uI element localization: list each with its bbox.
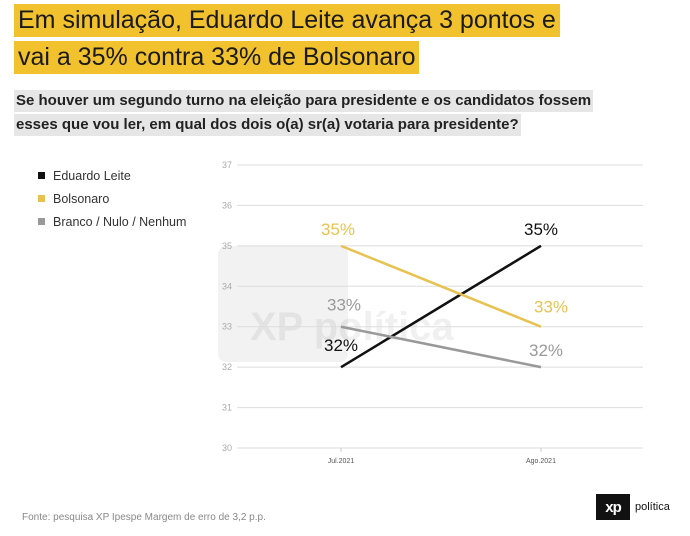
data-label: 32% xyxy=(529,341,563,360)
legend-swatch-leite xyxy=(38,172,45,179)
y-tick-label: 32 xyxy=(222,362,232,372)
headline: Em simulação, Eduardo Leite avança 3 pon… xyxy=(14,4,614,78)
legend-swatch-bolsonaro xyxy=(38,195,45,202)
x-tick-label: Jul.2021 xyxy=(328,458,355,465)
y-tick-label: 35 xyxy=(222,241,232,251)
y-tick-label: 31 xyxy=(222,403,232,413)
data-label: 33% xyxy=(534,298,568,317)
question-line-1: Se houver um segundo turno na eleição pa… xyxy=(14,90,594,112)
data-label: 35% xyxy=(321,220,355,239)
watermark-logo-box xyxy=(218,246,348,362)
legend-swatch-branco xyxy=(38,218,45,225)
xp-logo-mark: xp xyxy=(596,494,630,520)
legend-item-branco: Branco / Nulo / Nenhum xyxy=(38,210,186,233)
headline-line-1: Em simulação, Eduardo Leite avança 3 pon… xyxy=(14,4,560,37)
series-line-2 xyxy=(340,325,542,369)
survey-question: Se houver um segundo turno na eleição pa… xyxy=(14,90,624,138)
series-line-1 xyxy=(340,244,542,328)
legend-label-branco: Branco / Nulo / Nenhum xyxy=(53,214,187,229)
legend-item-leite: Eduardo Leite xyxy=(38,164,186,187)
data-label: 35% xyxy=(524,220,558,239)
chart-legend: Eduardo Leite Bolsonaro Branco / Nulo / … xyxy=(38,164,186,233)
xp-politica-logo: xp política xyxy=(596,494,670,520)
legend-label-bolsonaro: Bolsonaro xyxy=(53,191,110,206)
question-line-2: esses que vou ler, em qual dos dois o(a)… xyxy=(14,114,521,136)
x-tick-label: Ago.2021 xyxy=(526,458,556,465)
headline-line-2: vai a 35% contra 33% de Bolsonaro xyxy=(14,41,420,74)
legend-label-leite: Eduardo Leite xyxy=(53,168,131,183)
xp-logo-word: política xyxy=(635,501,670,513)
series-line-0 xyxy=(340,244,542,369)
y-tick-label: 30 xyxy=(222,443,232,453)
data-label: 33% xyxy=(327,296,361,315)
data-label: 32% xyxy=(324,336,358,355)
y-tick-label: 34 xyxy=(222,281,232,291)
y-tick-label: 33 xyxy=(222,322,232,332)
y-tick-label: 37 xyxy=(222,160,232,170)
y-tick-label: 36 xyxy=(222,200,232,210)
source-footnote: Fonte: pesquisa XP Ipespe Margem de erro… xyxy=(22,512,266,523)
legend-item-bolsonaro: Bolsonaro xyxy=(38,187,186,210)
